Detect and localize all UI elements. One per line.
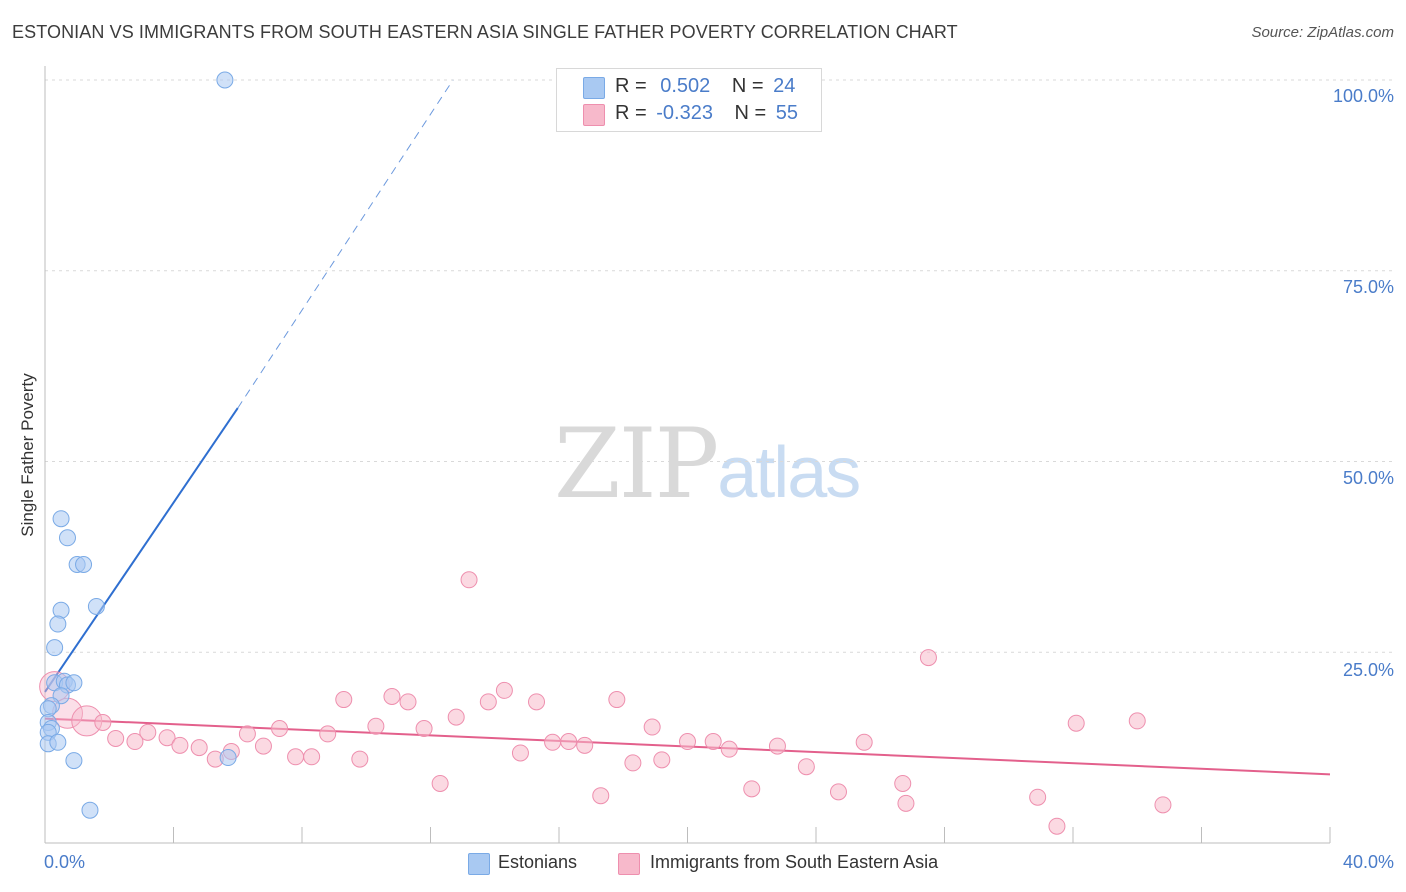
data-point <box>679 733 696 751</box>
n-label: N = <box>734 102 767 124</box>
y-tick-label-100: 100.0% <box>1332 86 1394 106</box>
data-point <box>415 720 433 738</box>
stats-swatch-immigrants <box>583 104 605 126</box>
data-point <box>87 597 105 615</box>
data-point <box>49 733 67 751</box>
data-point <box>158 729 176 747</box>
data-point <box>107 729 125 747</box>
r-label: R = <box>615 75 647 97</box>
data-point <box>919 649 937 667</box>
chart-source: Source: ZipAtlas.com <box>1251 24 1394 41</box>
legend-label-estonians: Estonians <box>498 852 578 872</box>
data-point <box>544 733 562 751</box>
legend-swatch-immigrants <box>618 853 640 875</box>
legend-swatch-estonians <box>468 853 490 875</box>
data-point <box>75 556 93 574</box>
watermark-atlas: atlas <box>717 433 861 513</box>
data-point <box>335 691 353 709</box>
data-point <box>653 751 671 769</box>
trend-line-0 <box>44 407 239 693</box>
data-point <box>897 794 915 812</box>
data-point <box>479 693 497 711</box>
data-point <box>171 736 189 754</box>
data-point <box>46 639 64 657</box>
data-point <box>431 774 449 792</box>
y-tick-label-50: 50.0% <box>1342 468 1394 488</box>
data-point <box>720 740 738 758</box>
data-point <box>383 688 401 706</box>
data-point <box>303 748 321 766</box>
data-point <box>49 615 67 633</box>
n-value: 24 <box>773 75 796 97</box>
data-point <box>65 674 83 692</box>
data-point <box>1048 817 1066 835</box>
n-label: N = <box>731 75 764 97</box>
data-point <box>351 750 369 768</box>
data-point <box>643 718 661 736</box>
r-value: -0.323 <box>656 102 713 124</box>
data-point <box>1128 712 1146 730</box>
data-point <box>94 713 112 731</box>
data-point <box>704 733 722 751</box>
data-point <box>81 801 99 819</box>
trend-lines <box>44 79 1331 776</box>
data-point <box>743 780 761 798</box>
data-point <box>58 529 76 547</box>
data-point <box>511 744 529 762</box>
y-tick-label-75: 75.0% <box>1342 277 1394 297</box>
watermark: ZIPatlas <box>554 408 861 520</box>
data-point <box>287 748 305 766</box>
data-point <box>126 733 144 751</box>
data-points <box>39 71 1172 835</box>
data-point <box>495 681 513 699</box>
data-point <box>254 737 272 755</box>
y-axis-label: Single Father Poverty <box>18 373 37 537</box>
data-point <box>399 693 417 711</box>
data-point <box>216 71 234 89</box>
stats-legend: R = 0.502 N = 24 R = -0.323 N = 55 <box>556 68 822 132</box>
data-point <box>1154 796 1172 814</box>
data-point <box>219 749 237 767</box>
data-point <box>855 733 873 751</box>
data-point <box>528 693 546 711</box>
r-label: R = <box>615 102 647 124</box>
watermark-zip: ZIP <box>554 408 719 520</box>
stats-row-estonians: R = 0.502 N = 24 <box>615 75 795 99</box>
series-legend: Estonians Immigrants from South Eastern … <box>0 852 1406 878</box>
data-point <box>139 723 157 741</box>
y-tick-label-25: 25.0% <box>1342 660 1394 680</box>
data-point <box>367 717 385 735</box>
data-point <box>52 510 70 528</box>
grid-lines <box>45 79 1392 653</box>
data-point <box>65 752 83 770</box>
data-point <box>238 725 256 743</box>
x-tick-label-min: 0.0% <box>44 852 86 872</box>
data-point <box>319 725 337 743</box>
data-point <box>1067 714 1085 732</box>
data-point <box>460 571 478 589</box>
stats-row-immigrants: R = -0.323 N = 55 <box>615 102 798 126</box>
legend-label-immigrants: Immigrants from South Eastern Asia <box>650 852 939 872</box>
stats-swatch-estonians <box>583 77 605 99</box>
data-point <box>624 754 642 772</box>
data-point <box>576 736 594 754</box>
data-point <box>592 787 610 805</box>
data-point <box>768 737 786 755</box>
data-point <box>797 758 815 776</box>
data-point <box>1029 788 1047 806</box>
data-point <box>447 708 465 726</box>
n-value: 55 <box>775 102 799 124</box>
data-point <box>894 774 912 792</box>
data-point <box>560 733 578 751</box>
r-value: 0.502 <box>660 75 711 97</box>
x-tick-label-max: 40.0% <box>1342 852 1394 872</box>
data-point <box>190 739 208 757</box>
data-point <box>608 691 626 709</box>
data-point <box>829 783 847 801</box>
data-point <box>271 720 289 738</box>
trend-extension-0 <box>237 79 454 409</box>
chart-title: ESTONIAN VS IMMIGRANTS FROM SOUTH EASTER… <box>12 22 958 42</box>
